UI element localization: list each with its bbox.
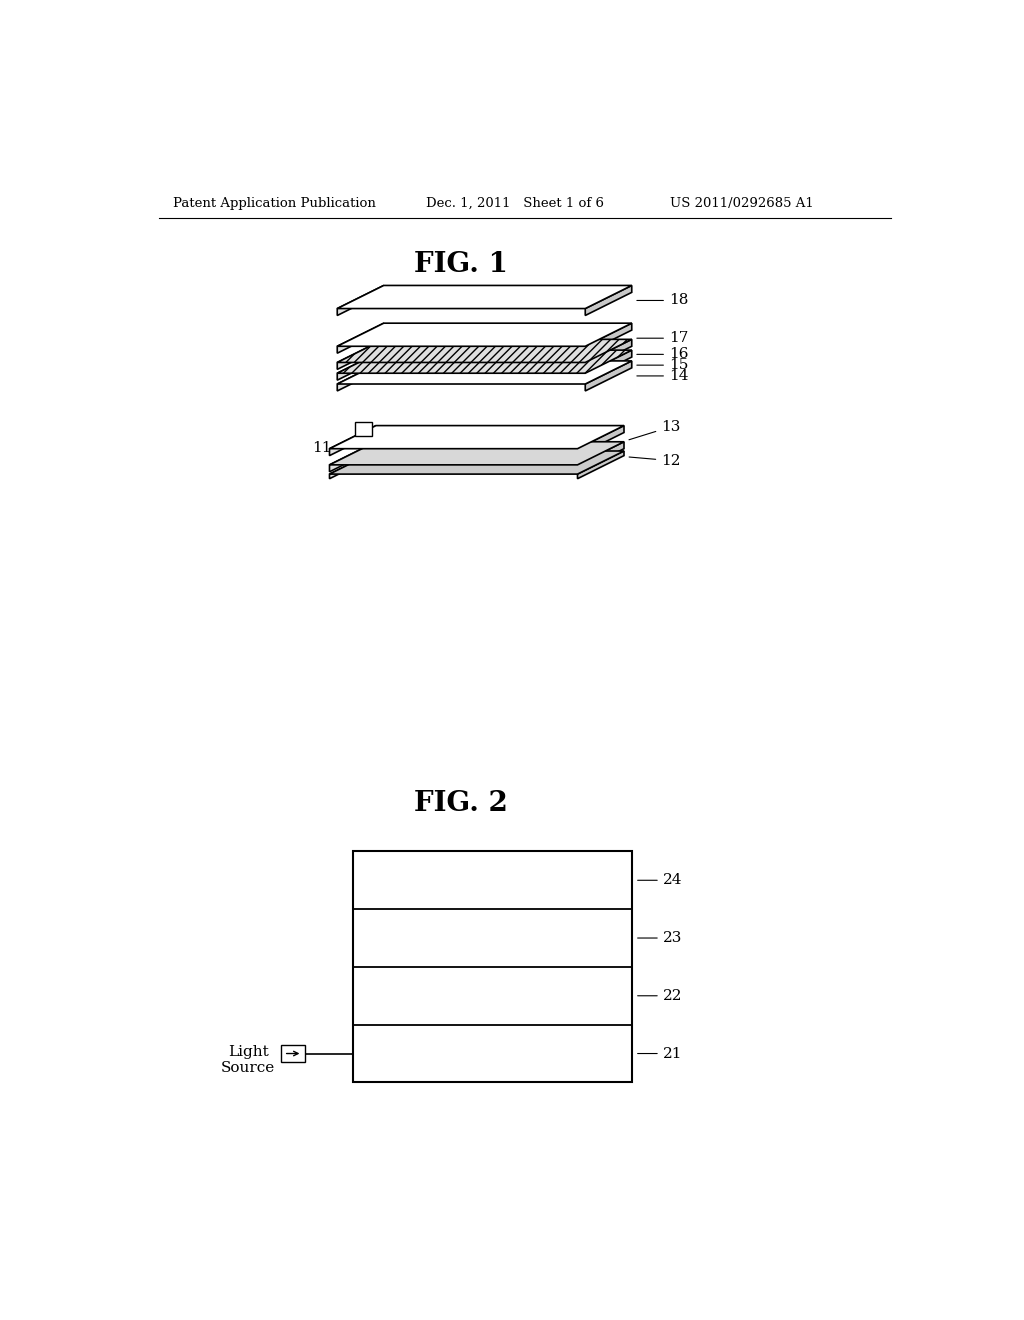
Text: FIG. 2: FIG. 2: [415, 789, 508, 817]
Text: US 2011/0292685 A1: US 2011/0292685 A1: [671, 197, 814, 210]
Polygon shape: [330, 425, 376, 455]
Polygon shape: [337, 360, 384, 391]
Polygon shape: [586, 339, 632, 370]
Text: 17: 17: [637, 331, 688, 346]
Polygon shape: [330, 442, 624, 465]
Polygon shape: [337, 360, 632, 384]
Polygon shape: [330, 451, 624, 474]
Polygon shape: [337, 323, 632, 346]
Text: FIG. 1: FIG. 1: [415, 251, 508, 277]
Text: 21: 21: [638, 1047, 682, 1060]
Text: 22: 22: [638, 989, 682, 1003]
Polygon shape: [330, 451, 376, 479]
Polygon shape: [586, 285, 632, 315]
Text: Patent Application Publication: Patent Application Publication: [173, 197, 376, 210]
Polygon shape: [330, 425, 624, 449]
Polygon shape: [586, 360, 632, 391]
Text: 11: 11: [312, 440, 360, 455]
Text: 23: 23: [638, 931, 682, 945]
Polygon shape: [337, 350, 384, 380]
Polygon shape: [337, 339, 632, 363]
Polygon shape: [578, 442, 624, 471]
Text: 12: 12: [629, 454, 681, 467]
Text: Light
Source: Light Source: [221, 1044, 275, 1074]
Text: 24: 24: [638, 874, 682, 887]
Text: 16: 16: [637, 347, 688, 362]
Polygon shape: [578, 425, 624, 455]
Polygon shape: [578, 451, 624, 479]
Bar: [352, 851, 632, 1082]
Text: 13: 13: [629, 420, 681, 440]
Text: Dec. 1, 2011   Sheet 1 of 6: Dec. 1, 2011 Sheet 1 of 6: [426, 197, 604, 210]
Text: 15: 15: [637, 358, 688, 372]
Polygon shape: [337, 323, 384, 354]
Bar: [282, 1045, 305, 1063]
Polygon shape: [337, 339, 384, 370]
Polygon shape: [337, 285, 632, 309]
Polygon shape: [330, 442, 376, 471]
Polygon shape: [586, 323, 632, 354]
Polygon shape: [337, 350, 632, 374]
Polygon shape: [586, 350, 632, 380]
Bar: [355, 422, 372, 436]
Polygon shape: [337, 285, 384, 315]
Text: 14: 14: [637, 368, 688, 383]
Text: 18: 18: [637, 293, 688, 308]
